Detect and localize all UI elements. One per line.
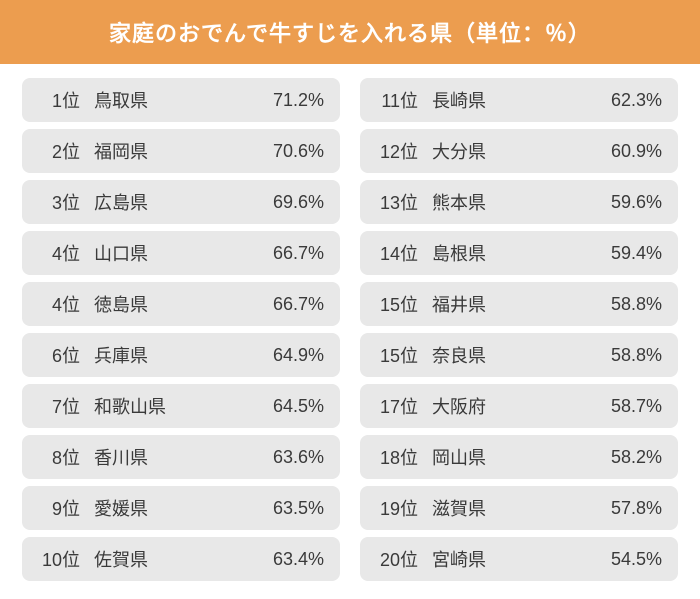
- percentage-value: 60.9%: [590, 141, 662, 162]
- rank-label: 17位: [374, 393, 432, 419]
- percentage-value: 59.6%: [590, 192, 662, 213]
- rank-label: 2位: [36, 138, 94, 164]
- table-row: 15位福井県58.8%: [360, 282, 678, 326]
- table-row: 18位岡山県58.2%: [360, 435, 678, 479]
- table-row: 8位香川県63.6%: [22, 435, 340, 479]
- prefecture-name: 長崎県: [432, 87, 590, 113]
- table-row: 10位佐賀県63.4%: [22, 537, 340, 581]
- prefecture-name: 宮崎県: [432, 546, 590, 572]
- table-title: 家庭のおでんで牛すじを入れる県（単位：％）: [0, 0, 700, 64]
- percentage-value: 63.6%: [252, 447, 324, 468]
- table-row: 14位島根県59.4%: [360, 231, 678, 275]
- rank-label: 18位: [374, 444, 432, 470]
- table-row: 15位奈良県58.8%: [360, 333, 678, 377]
- prefecture-name: 香川県: [94, 444, 252, 470]
- prefecture-name: 佐賀県: [94, 546, 252, 572]
- rank-label: 12位: [374, 138, 432, 164]
- table-columns: 1位鳥取県71.2%2位福岡県70.6%3位広島県69.6%4位山口県66.7%…: [0, 64, 700, 599]
- percentage-value: 71.2%: [252, 90, 324, 111]
- table-row: 3位広島県69.6%: [22, 180, 340, 224]
- percentage-value: 54.5%: [590, 549, 662, 570]
- prefecture-name: 鳥取県: [94, 87, 252, 113]
- rank-label: 10位: [36, 546, 94, 572]
- prefecture-name: 島根県: [432, 240, 590, 266]
- table-row: 7位和歌山県64.5%: [22, 384, 340, 428]
- rank-label: 4位: [36, 291, 94, 317]
- left-column: 1位鳥取県71.2%2位福岡県70.6%3位広島県69.6%4位山口県66.7%…: [22, 78, 340, 581]
- percentage-value: 64.9%: [252, 345, 324, 366]
- table-row: 4位徳島県66.7%: [22, 282, 340, 326]
- rank-label: 6位: [36, 342, 94, 368]
- rank-label: 4位: [36, 240, 94, 266]
- prefecture-name: 愛媛県: [94, 495, 252, 521]
- table-row: 13位熊本県59.6%: [360, 180, 678, 224]
- rank-label: 3位: [36, 189, 94, 215]
- rank-label: 15位: [374, 291, 432, 317]
- rank-label: 20位: [374, 546, 432, 572]
- prefecture-name: 岡山県: [432, 444, 590, 470]
- prefecture-name: 兵庫県: [94, 342, 252, 368]
- percentage-value: 58.8%: [590, 294, 662, 315]
- table-row: 9位愛媛県63.5%: [22, 486, 340, 530]
- table-row: 12位大分県60.9%: [360, 129, 678, 173]
- percentage-value: 59.4%: [590, 243, 662, 264]
- rank-label: 11位: [374, 87, 432, 113]
- rank-label: 7位: [36, 393, 94, 419]
- percentage-value: 66.7%: [252, 294, 324, 315]
- percentage-value: 57.8%: [590, 498, 662, 519]
- percentage-value: 62.3%: [590, 90, 662, 111]
- prefecture-name: 奈良県: [432, 342, 590, 368]
- percentage-value: 58.2%: [590, 447, 662, 468]
- right-column: 11位長崎県62.3%12位大分県60.9%13位熊本県59.6%14位島根県5…: [360, 78, 678, 581]
- rank-label: 13位: [374, 189, 432, 215]
- table-row: 1位鳥取県71.2%: [22, 78, 340, 122]
- percentage-value: 58.8%: [590, 345, 662, 366]
- table-row: 20位宮崎県54.5%: [360, 537, 678, 581]
- prefecture-name: 大分県: [432, 138, 590, 164]
- percentage-value: 70.6%: [252, 141, 324, 162]
- percentage-value: 58.7%: [590, 396, 662, 417]
- table-row: 17位大阪府58.7%: [360, 384, 678, 428]
- rank-label: 1位: [36, 87, 94, 113]
- table-row: 4位山口県66.7%: [22, 231, 340, 275]
- table-row: 11位長崎県62.3%: [360, 78, 678, 122]
- rank-label: 8位: [36, 444, 94, 470]
- prefecture-name: 山口県: [94, 240, 252, 266]
- table-row: 19位滋賀県57.8%: [360, 486, 678, 530]
- percentage-value: 66.7%: [252, 243, 324, 264]
- prefecture-name: 福岡県: [94, 138, 252, 164]
- table-row: 2位福岡県70.6%: [22, 129, 340, 173]
- prefecture-name: 大阪府: [432, 393, 590, 419]
- percentage-value: 63.4%: [252, 549, 324, 570]
- percentage-value: 63.5%: [252, 498, 324, 519]
- prefecture-name: 熊本県: [432, 189, 590, 215]
- prefecture-name: 和歌山県: [94, 393, 252, 419]
- ranking-table-container: 家庭のおでんで牛すじを入れる県（単位：％） 1位鳥取県71.2% 2位福岡県70.…: [0, 0, 700, 599]
- rank-label: 15位: [374, 342, 432, 368]
- rank-label: 14位: [374, 240, 432, 266]
- prefecture-name: 滋賀県: [432, 495, 590, 521]
- prefecture-name: 広島県: [94, 189, 252, 215]
- rank-label: 9位: [36, 495, 94, 521]
- prefecture-name: 福井県: [432, 291, 590, 317]
- rank-label: 19位: [374, 495, 432, 521]
- prefecture-name: 徳島県: [94, 291, 252, 317]
- percentage-value: 69.6%: [252, 192, 324, 213]
- table-row: 6位兵庫県64.9%: [22, 333, 340, 377]
- percentage-value: 64.5%: [252, 396, 324, 417]
